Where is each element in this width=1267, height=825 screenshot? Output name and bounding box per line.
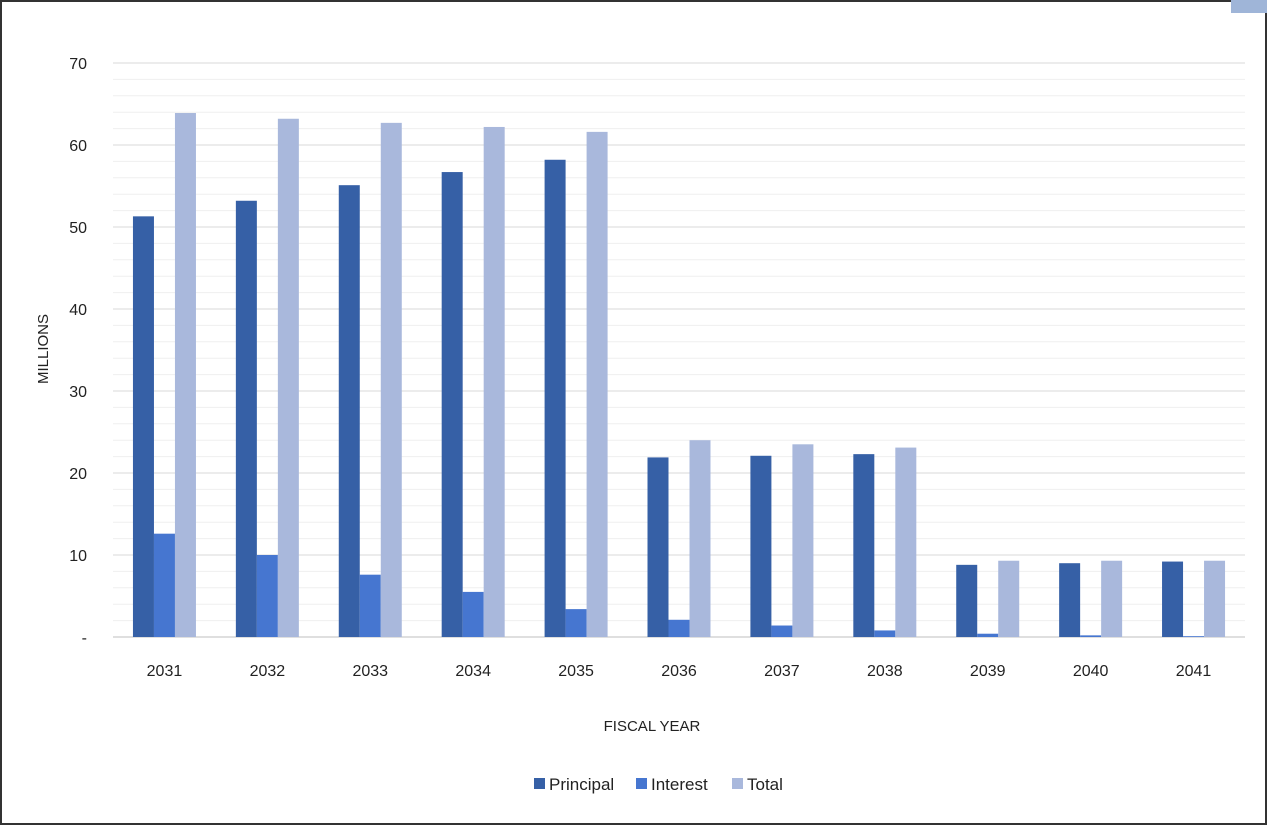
bar-total-2037 — [792, 444, 814, 637]
x-axis-ticks: 2031 2032 2033 2034 2035 2036 2037 2038 2039 2040… — [147, 663, 1212, 680]
bar-interest-2033 — [359, 574, 381, 637]
bar-total-2036 — [689, 440, 711, 637]
bar-total-2040 — [1101, 560, 1123, 637]
x-axis-title: FISCAL YEAR — [604, 718, 701, 735]
corner-tab — [1231, 0, 1267, 13]
legend-label: Interest — [651, 775, 708, 794]
y-tick-label: 10 — [69, 548, 87, 565]
gridlines — [113, 62, 1245, 638]
bar-interest-2034 — [462, 591, 484, 637]
bar-interest-2036 — [668, 619, 690, 637]
bar-interest-2039 — [977, 633, 999, 637]
legend: Principal Interest Total — [534, 775, 783, 794]
bar-principal-2038 — [853, 454, 875, 637]
bar-interest-2035 — [565, 609, 587, 637]
bars — [132, 113, 1226, 638]
bar-principal-2037 — [750, 455, 772, 637]
bar-interest-2037 — [771, 625, 793, 637]
legend-item-principal: Principal — [534, 775, 614, 794]
y-tick-label: 40 — [69, 302, 87, 319]
bar-total-2031 — [174, 113, 196, 637]
bar-interest-2040 — [1080, 635, 1102, 637]
bar-total-2033 — [380, 122, 402, 638]
y-tick-label: 60 — [69, 138, 87, 155]
x-tick-label: 2034 — [455, 663, 491, 680]
bar-principal-2033 — [338, 185, 360, 637]
bar-total-2038 — [895, 447, 917, 637]
y-tick-label: 20 — [69, 466, 87, 483]
x-tick-label: 2031 — [147, 663, 183, 680]
bar-principal-2036 — [647, 457, 669, 637]
bar-interest-2038 — [874, 630, 896, 637]
x-tick-label: 2039 — [970, 663, 1006, 680]
bar-interest-2032 — [256, 555, 278, 637]
x-tick-label: 2037 — [764, 663, 800, 680]
bar-principal-2041 — [1162, 561, 1184, 637]
bar-principal-2031 — [132, 216, 154, 637]
legend-label: Principal — [549, 775, 614, 794]
bar-total-2035 — [586, 131, 608, 637]
bar-total-2032 — [277, 118, 299, 637]
y-axis-title: MILLIONS — [35, 314, 52, 384]
bar-principal-2035 — [544, 159, 566, 637]
y-tick-label: 70 — [69, 56, 87, 73]
x-tick-label: 2036 — [661, 663, 697, 680]
x-tick-label: 2033 — [352, 663, 388, 680]
y-tick-label: 30 — [69, 384, 87, 401]
bar-interest-2041 — [1183, 636, 1205, 637]
y-tick-label: 50 — [69, 220, 87, 237]
bar-principal-2040 — [1059, 563, 1081, 637]
y-tick-label: - — [82, 630, 87, 647]
x-tick-label: 2032 — [250, 663, 286, 680]
legend-item-total: Total — [732, 775, 783, 794]
x-tick-label: 2041 — [1176, 663, 1212, 680]
bar-principal-2034 — [441, 172, 463, 637]
legend-item-interest: Interest — [636, 775, 708, 794]
x-tick-label: 2035 — [558, 663, 594, 680]
legend-swatch — [732, 778, 743, 789]
bar-interest-2031 — [153, 533, 175, 637]
legend-swatch — [636, 778, 647, 789]
x-tick-label: 2040 — [1073, 663, 1109, 680]
bar-principal-2039 — [956, 564, 978, 637]
bar-total-2039 — [998, 560, 1020, 637]
bar-principal-2032 — [235, 200, 257, 637]
bar-total-2034 — [483, 126, 505, 638]
legend-label: Total — [747, 775, 783, 794]
legend-swatch — [534, 778, 545, 789]
x-tick-label: 2038 — [867, 663, 903, 680]
y-axis-ticks: - 10 20 30 40 50 60 70 — [69, 56, 87, 647]
bar-total-2041 — [1204, 560, 1226, 637]
